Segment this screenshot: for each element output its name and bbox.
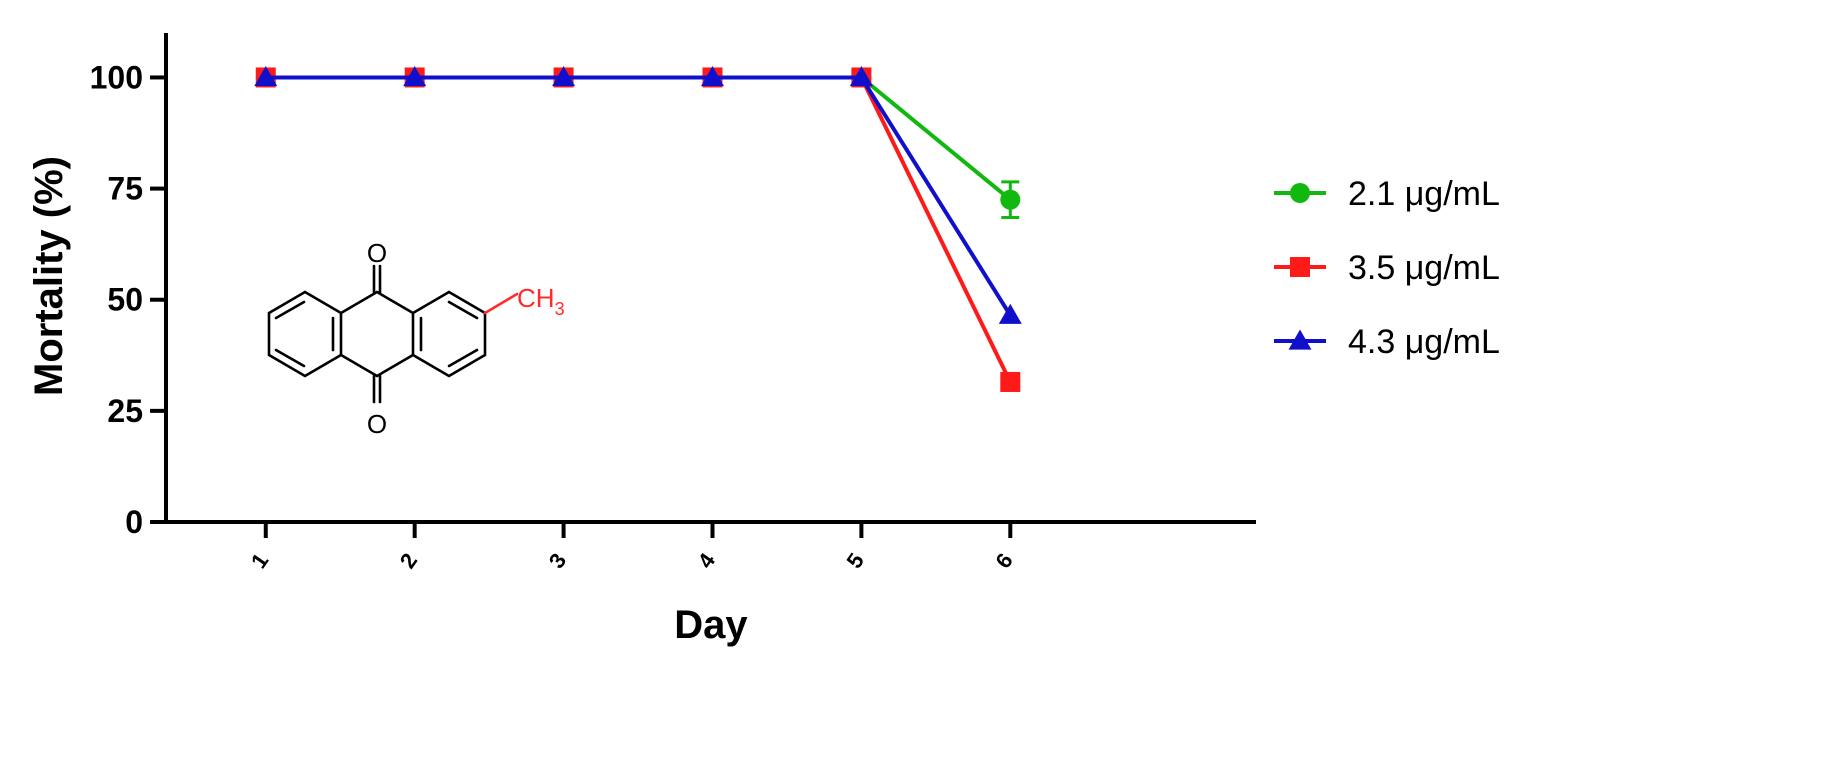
x-ticks: 1 2 3 4 5 6 xyxy=(246,522,1018,573)
series-1 xyxy=(255,67,1021,219)
x-tick-label: 2 xyxy=(395,549,423,573)
legend-label: 2.1 μg/mL xyxy=(1348,175,1500,213)
methyl-label-main: CH xyxy=(517,283,555,313)
y-tick-label: 25 xyxy=(107,393,143,429)
methyl-label-sub: 3 xyxy=(555,299,565,319)
right-ring-double-bond xyxy=(447,348,479,368)
data-point xyxy=(403,65,427,87)
legend-item: 3.5 μg/mL xyxy=(1274,249,1500,287)
methyl-label: CH3 xyxy=(517,283,565,319)
oxygen-top: O xyxy=(367,238,387,268)
central-ring xyxy=(339,353,415,378)
plot-area xyxy=(254,65,1022,392)
y-tick-label: 50 xyxy=(107,282,143,318)
series-3 xyxy=(254,65,1022,324)
chemical-structure: O O CH3 xyxy=(267,238,565,439)
x-tick-label: 1 xyxy=(246,549,274,573)
right-ring xyxy=(411,290,487,378)
data-point xyxy=(700,65,724,87)
x-tick-label: 6 xyxy=(990,549,1018,573)
data-point xyxy=(849,65,873,87)
y-tick-label: 75 xyxy=(107,171,143,207)
left-ring-double-bond xyxy=(274,348,306,368)
data-point xyxy=(1000,371,1021,392)
legend-marker xyxy=(1290,183,1310,203)
central-ring xyxy=(339,290,415,315)
legend-label: 3.5 μg/mL xyxy=(1348,249,1500,287)
x-tick-label: 5 xyxy=(842,549,870,573)
y-tick-label: 100 xyxy=(90,59,143,95)
series-line xyxy=(265,75,1012,317)
series-line xyxy=(265,75,1013,383)
left-ring-double-bond xyxy=(274,300,306,320)
data-point xyxy=(552,65,576,87)
x-tick-label: 3 xyxy=(544,549,572,573)
x-axis-title: Day xyxy=(674,603,748,647)
y-tick-label: 0 xyxy=(125,504,143,540)
oxygen-bottom: O xyxy=(367,409,387,439)
left-ring xyxy=(267,290,343,378)
legend-item: 2.1 μg/mL xyxy=(1274,175,1500,213)
legend-marker xyxy=(1288,329,1312,350)
data-point xyxy=(998,303,1022,324)
legend-marker xyxy=(1290,257,1310,277)
x-tick-label: 4 xyxy=(693,548,721,573)
right-ring-double-bond xyxy=(447,300,479,320)
data-point xyxy=(254,65,278,87)
y-ticks: 0 25 50 75 100 xyxy=(90,59,166,540)
legend-item: 4.3 μg/mL xyxy=(1274,323,1500,361)
y-axis-title: Mortality (%) xyxy=(27,156,71,396)
methyl-bond xyxy=(483,292,519,315)
legend: 2.1 μg/mL 3.5 μg/mL 4.3 μg/mL xyxy=(1274,175,1500,361)
legend-label: 4.3 μg/mL xyxy=(1348,323,1500,361)
data-point xyxy=(1000,189,1021,210)
